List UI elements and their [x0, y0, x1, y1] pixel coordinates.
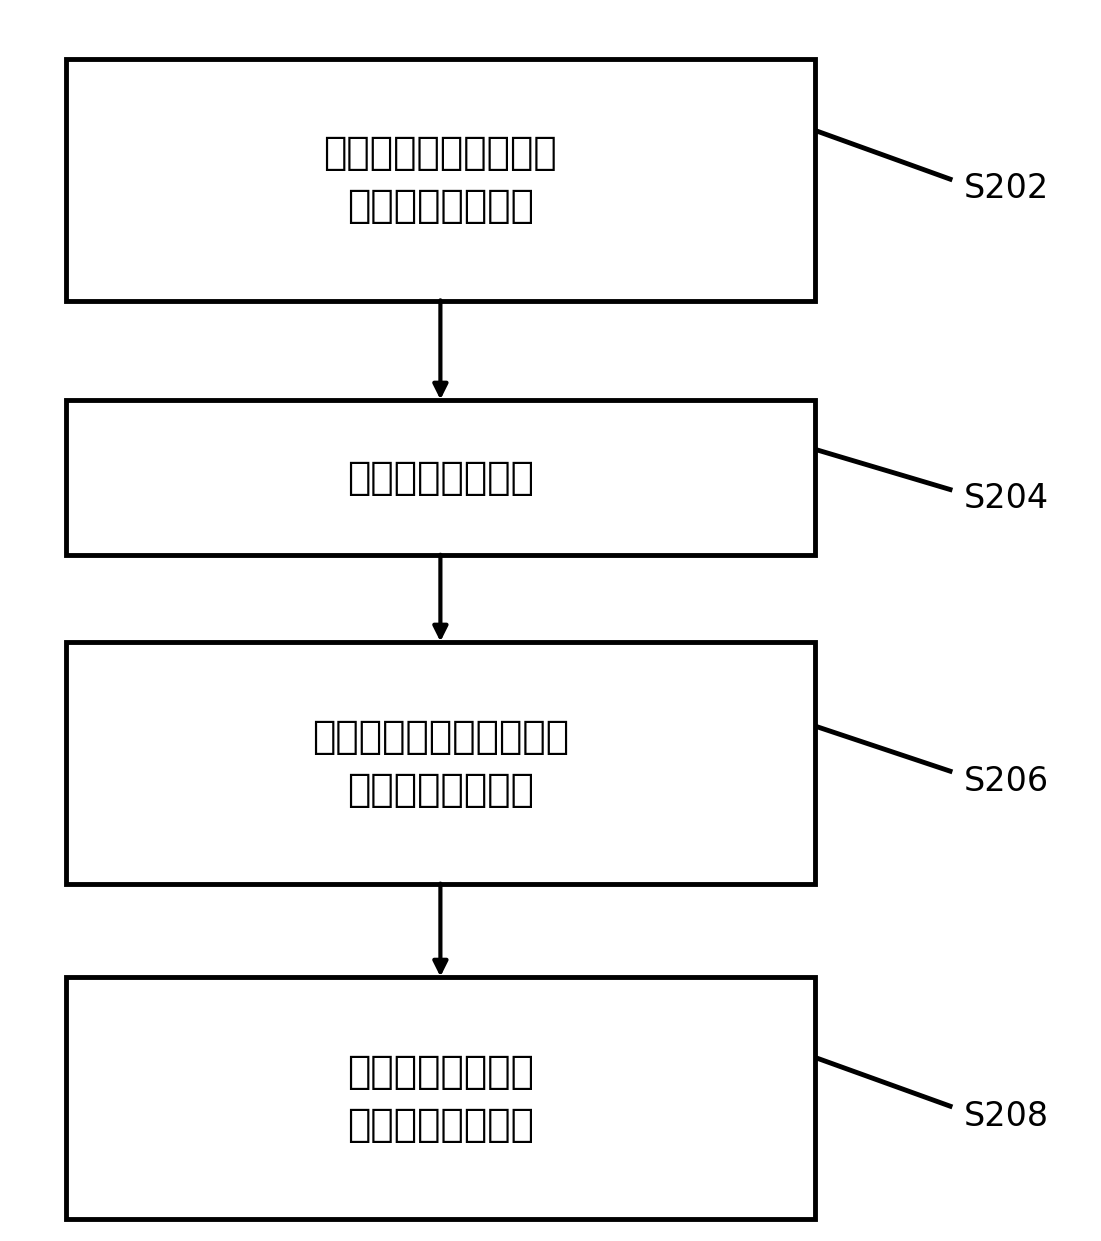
Bar — [66, 643, 815, 884]
Text: 设定目标室内环境: 设定目标室内环境 — [347, 459, 534, 496]
Text: 根据获取数据及设定数据
计算控制参数曲线: 根据获取数据及设定数据 计算控制参数曲线 — [312, 717, 569, 809]
Bar — [66, 60, 815, 302]
Text: S206: S206 — [963, 766, 1048, 798]
Text: 控制中央空调系统
运行控制参数曲线: 控制中央空调系统 运行控制参数曲线 — [347, 1052, 534, 1144]
Text: S208: S208 — [963, 1101, 1048, 1133]
Bar — [66, 978, 815, 1219]
Text: S204: S204 — [963, 483, 1048, 515]
Bar — [66, 400, 815, 556]
Text: 获取中央空调动态水力
平衡计算所需数据: 获取中央空调动态水力 平衡计算所需数据 — [324, 134, 557, 226]
Text: S202: S202 — [963, 172, 1048, 205]
